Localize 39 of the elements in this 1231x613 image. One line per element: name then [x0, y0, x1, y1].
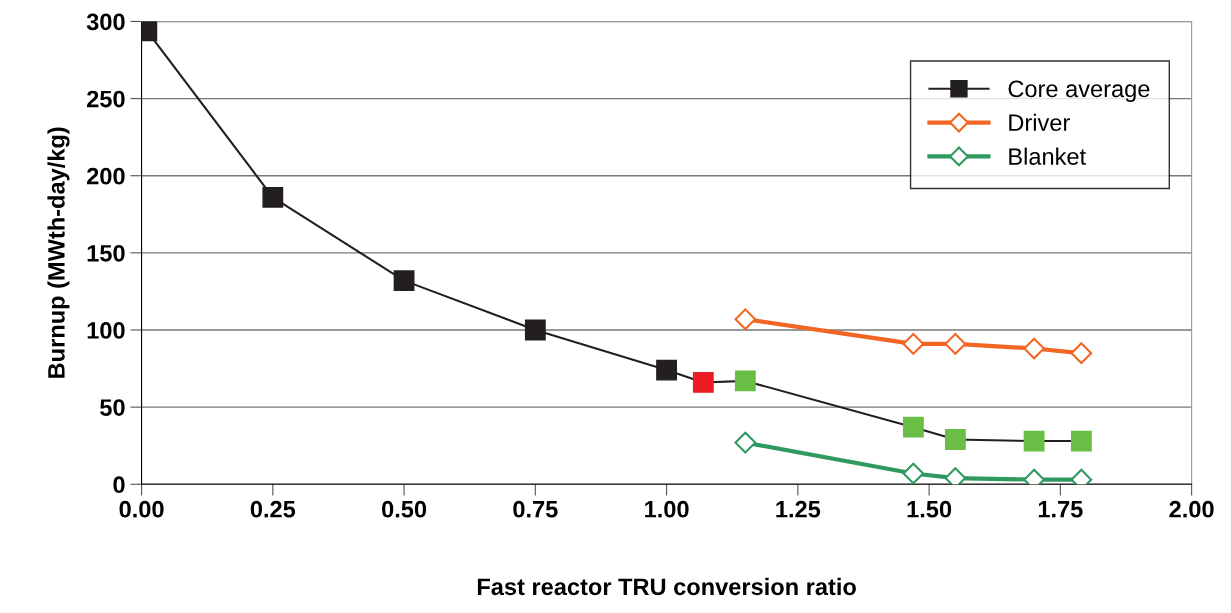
- point: [262, 186, 284, 208]
- x-tick-label: 0.00: [119, 500, 164, 518]
- point: [902, 333, 925, 355]
- point: [944, 429, 966, 450]
- point: [1070, 342, 1093, 364]
- point: [524, 319, 546, 341]
- x-tick-label: 0.75: [513, 500, 558, 518]
- y-tick-label: 250: [87, 90, 125, 108]
- y-tick-label: 0: [113, 476, 125, 494]
- point: [902, 462, 925, 485]
- point: [944, 467, 967, 485]
- point: [1023, 430, 1045, 452]
- legend-label: Driver: [1009, 113, 1070, 132]
- point: [1023, 337, 1045, 360]
- point: [692, 372, 714, 393]
- y-tick-label: 150: [87, 244, 125, 262]
- x-axis-title: Fast reactor TRU conversion ratio: [477, 577, 856, 596]
- x-tick-label: 1.00: [645, 500, 689, 518]
- point: [944, 333, 967, 355]
- x-tick-label: 0.50: [382, 500, 427, 518]
- x-tick-label: 2.00: [1169, 500, 1214, 518]
- point: [902, 416, 924, 438]
- y-tick-label: 300: [86, 13, 125, 31]
- point: [734, 308, 757, 331]
- y-tick-label: 100: [87, 322, 125, 339]
- legend-label: Blanket: [1009, 147, 1086, 165]
- x-tick-label: 1.25: [776, 500, 821, 518]
- y-tick-label: 200: [87, 167, 125, 185]
- legend-label: Core average: [1008, 80, 1150, 102]
- point: [734, 431, 757, 454]
- point: [1070, 430, 1092, 452]
- x-tick-label: 0.25: [250, 500, 296, 518]
- point: [393, 270, 415, 292]
- x-tick-label: 1.50: [907, 500, 952, 518]
- y-tick-label: 50: [100, 399, 125, 416]
- x-tick-label: 1.75: [1038, 501, 1083, 518]
- point: [656, 359, 678, 381]
- y-axis-title: Burnup (MWth-day/kg): [47, 127, 70, 378]
- point: [734, 370, 756, 392]
